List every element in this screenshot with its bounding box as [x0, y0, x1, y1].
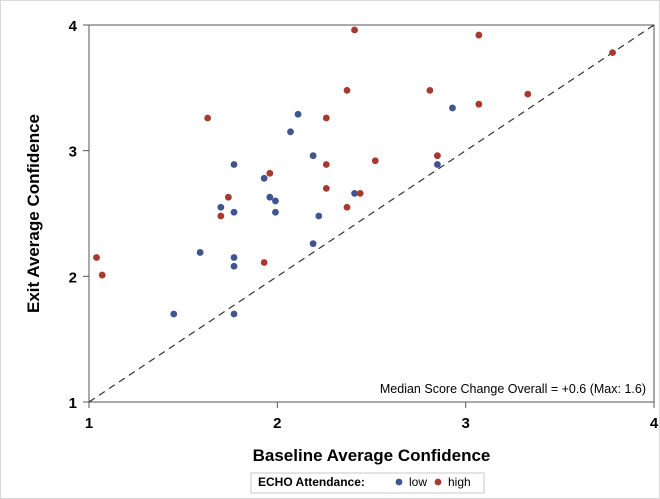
legend-marker-high [434, 478, 442, 486]
data-point-high [475, 31, 483, 39]
x-tick-label: 2 [273, 415, 281, 432]
data-point-low [230, 208, 238, 216]
data-point-low [294, 110, 302, 118]
data-point-low [449, 104, 456, 112]
x-tick-label: 1 [85, 415, 93, 432]
plot-area [88, 24, 655, 403]
data-point-low [230, 161, 238, 168]
data-point-low [230, 254, 238, 261]
data-point-high [204, 114, 212, 122]
reference-line-y-equals-x [88, 24, 655, 403]
data-point-high [434, 152, 441, 160]
legend: ECHO Attendance: low high [250, 472, 485, 494]
y-tick-label: 4 [69, 18, 78, 35]
data-point-low [287, 128, 294, 136]
data-point-low [315, 212, 323, 220]
data-point-high [524, 90, 532, 98]
data-point-high [356, 189, 364, 197]
data-point-high [266, 169, 274, 177]
data-point-high [426, 86, 434, 94]
data-point-high [343, 86, 351, 94]
data-point-high [322, 161, 330, 168]
data-point-low [230, 262, 238, 270]
data-point-low [170, 310, 178, 318]
data-point-low [351, 189, 358, 197]
data-point-high [343, 203, 351, 211]
x-axis-title: Baseline Average Confidence [253, 446, 491, 465]
x-tick-label: 4 [650, 415, 659, 432]
data-point-high [98, 271, 106, 279]
y-tick-label: 2 [69, 269, 77, 286]
data-point-high [217, 212, 225, 220]
median-change-annotation: Median Score Change Overall = +0.6 (Max:… [380, 382, 646, 396]
data-point-high [351, 26, 358, 34]
data-point-high [93, 254, 100, 261]
data-point-low [434, 161, 441, 168]
data-point-high [475, 100, 483, 108]
legend-title: ECHO Attendance: [258, 475, 365, 489]
data-point-low [230, 310, 238, 318]
data-point-low [272, 208, 279, 216]
data-point-high [322, 184, 330, 192]
data-point-low [196, 249, 204, 256]
data-point-high [224, 193, 232, 201]
legend-label-low: low [409, 475, 427, 489]
data-point-low [217, 203, 225, 211]
y-tick-label: 1 [69, 395, 77, 412]
data-point-high [371, 157, 379, 165]
y-tick-label: 3 [69, 144, 77, 161]
y-axis-title: Exit Average Confidence [24, 114, 43, 313]
legend-box [250, 472, 485, 494]
data-point-high [609, 49, 616, 57]
legend-label-high: high [448, 475, 471, 489]
data-point-low [260, 174, 268, 182]
x-tick-label: 3 [461, 415, 469, 432]
data-point-high [322, 114, 330, 122]
data-point-low [309, 240, 317, 248]
legend-marker-low [395, 478, 403, 486]
data-point-high [260, 259, 268, 266]
data-point-low [272, 197, 279, 205]
data-point-low [309, 152, 317, 160]
data-point-low [266, 193, 274, 201]
